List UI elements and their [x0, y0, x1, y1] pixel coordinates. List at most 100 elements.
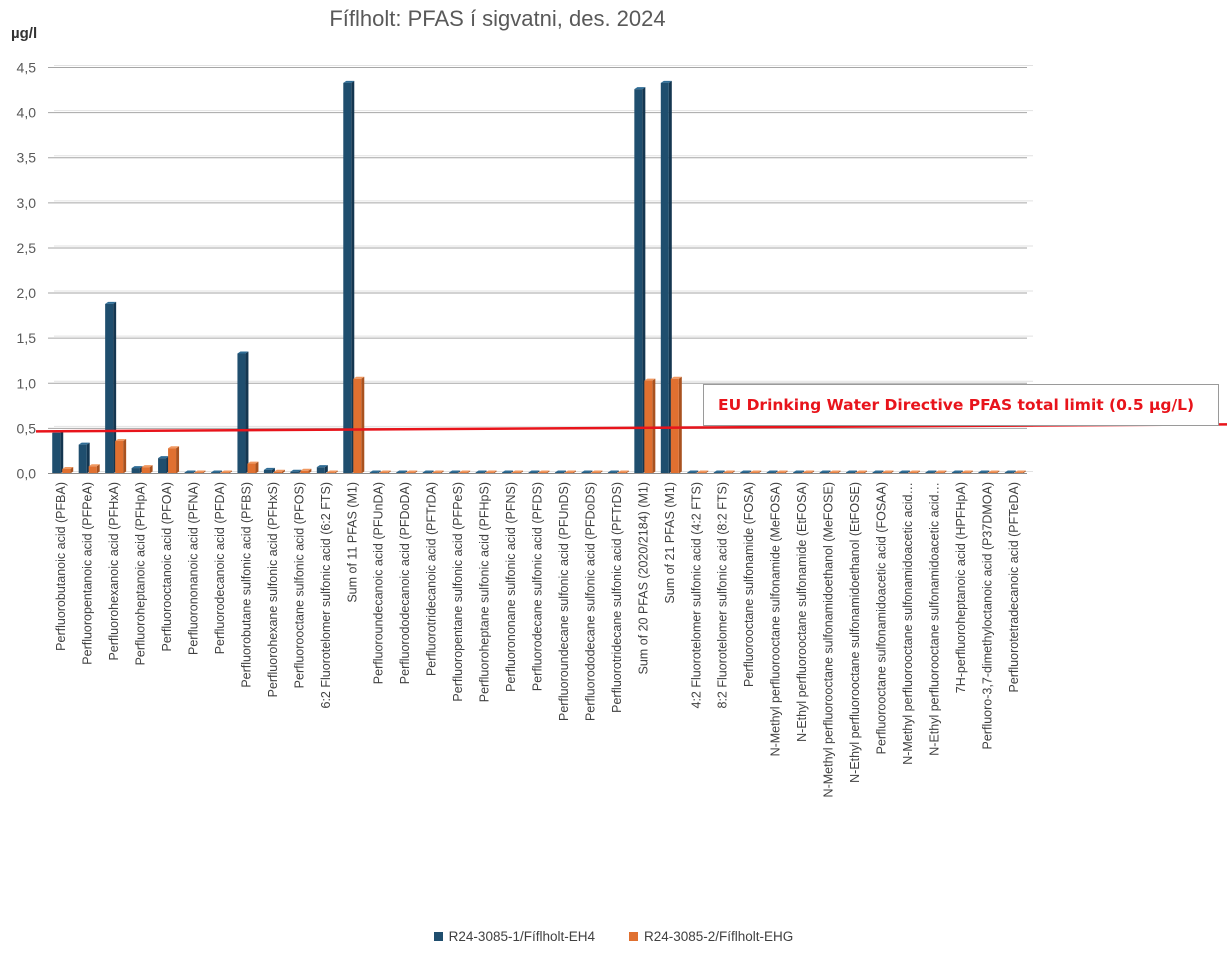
- x-tick-label: Sum of 21 PFAS (M1): [663, 482, 677, 604]
- bar-side: [218, 470, 222, 474]
- bar: [168, 448, 177, 474]
- bar-side: [811, 470, 815, 474]
- bar-top: [316, 465, 328, 468]
- bar-top: [951, 470, 963, 473]
- bar-side: [440, 470, 444, 474]
- bar-side: [906, 470, 910, 474]
- bar-top: [422, 470, 434, 473]
- legend-swatch-series-2: [629, 932, 638, 941]
- bar: [62, 468, 71, 474]
- bar-top: [353, 376, 365, 379]
- bar-side: [880, 470, 884, 474]
- x-tick-label: Perfluoroundecane sulfonic acid (PFUnDS): [557, 482, 571, 721]
- bar-top: [78, 442, 90, 445]
- bar-side: [562, 470, 566, 474]
- bar-side: [969, 470, 973, 474]
- bar-side: [731, 470, 735, 474]
- bar-top: [644, 378, 656, 381]
- bar: [237, 353, 246, 474]
- bar-top: [882, 470, 894, 473]
- bar-top: [88, 464, 100, 467]
- legend-label-series-2: R24-3085-2/Fíflholt-EHG: [644, 929, 794, 944]
- bar-top: [766, 470, 778, 473]
- bar-top: [512, 470, 524, 473]
- bar-top: [485, 470, 497, 473]
- legend-swatch-series-1: [433, 932, 443, 941]
- bar-side: [202, 470, 206, 474]
- bar-side: [60, 430, 64, 474]
- bar-top: [723, 470, 735, 473]
- bar-top: [617, 470, 629, 473]
- bar-side: [536, 470, 540, 474]
- bar-top: [660, 80, 672, 83]
- bar-top: [740, 470, 752, 473]
- x-tick-label: Perfluorobutanoic acid (PFBA): [54, 482, 68, 651]
- y-tick-label: 2,0: [17, 285, 37, 301]
- bar-side: [625, 470, 629, 474]
- bar-side: [467, 470, 471, 474]
- bar-top: [168, 446, 180, 449]
- bar-side: [721, 470, 725, 474]
- bar-top: [978, 470, 990, 473]
- bar-side: [774, 470, 778, 474]
- bar-side: [695, 470, 699, 474]
- bar: [158, 458, 167, 474]
- bar-side: [933, 470, 937, 474]
- bar-side: [916, 470, 920, 474]
- x-tick-label: Perfluorohexanoic acid (PFHxA): [107, 482, 121, 661]
- bar-top: [379, 470, 391, 473]
- bar-side: [748, 470, 752, 474]
- bar-side: [334, 470, 338, 474]
- bar: [247, 463, 256, 474]
- x-tick-label: Perfluorooctane sulfonic acid (PFOS): [292, 482, 306, 688]
- bar-side: [996, 470, 1000, 474]
- bar-side: [176, 446, 180, 474]
- x-tick-label: 4:2 Fluorotelomer sulfonic acid (4:2 FTS…: [689, 482, 703, 708]
- x-tick-label: Perfluorotetradecanoic acid (PFTeDA): [1007, 482, 1021, 693]
- bar-top: [459, 470, 471, 473]
- bar-side: [96, 464, 100, 474]
- bar-top: [290, 469, 302, 472]
- bar-side: [572, 470, 576, 474]
- bar: [300, 470, 309, 474]
- x-tick-label: Sum of 11 PFAS (M1): [345, 482, 359, 603]
- limit-annotation-label: EU Drinking Water Directive PFAS total l…: [718, 396, 1195, 414]
- bar-top: [300, 468, 312, 471]
- bar: [290, 471, 299, 474]
- bar-side: [351, 80, 355, 474]
- bar-side: [483, 470, 487, 474]
- bar-side: [827, 470, 831, 474]
- bar-top: [697, 470, 709, 473]
- x-tick-label: Perfluorotridecane sulfonic acid (PFTrDS…: [610, 482, 624, 713]
- bar-top: [856, 470, 868, 473]
- bar-side: [589, 470, 593, 474]
- y-tick-label: 4,0: [17, 105, 37, 121]
- bar-top: [432, 470, 444, 473]
- bar-top: [988, 470, 1000, 473]
- y-tick-label: 0,5: [17, 420, 37, 436]
- legend-item-series-1: R24-3085-1/Fíflholt-EH4: [433, 929, 595, 944]
- x-tick-label: Perfluorohexane sulfonic acid (PFHxS): [266, 482, 280, 697]
- y-tick-label: 3,5: [17, 150, 37, 166]
- bar-side: [801, 470, 805, 474]
- bar-top: [670, 376, 682, 379]
- bar-side: [599, 470, 603, 474]
- bar-side: [758, 470, 762, 474]
- bar-top: [961, 470, 973, 473]
- x-tick-label: 6:2 Fluorotelomer sulfonic acid (6:2 FTS…: [319, 482, 333, 708]
- x-tick-label: Perfluorododecanoic acid (PFDoDA): [398, 482, 412, 684]
- bar-top: [263, 467, 275, 470]
- bar-top: [776, 470, 788, 473]
- bar: [52, 432, 61, 474]
- bar-top: [846, 470, 858, 473]
- bar-top: [141, 465, 153, 468]
- bar-top: [750, 470, 762, 473]
- bar-side: [308, 468, 312, 474]
- bar-top: [194, 470, 206, 473]
- bar-top: [908, 470, 920, 473]
- bar-side: [678, 376, 682, 474]
- bar-side: [192, 470, 196, 474]
- y-tick-label: 2,5: [17, 240, 37, 256]
- bar-top: [607, 470, 619, 473]
- bar-side: [361, 376, 365, 474]
